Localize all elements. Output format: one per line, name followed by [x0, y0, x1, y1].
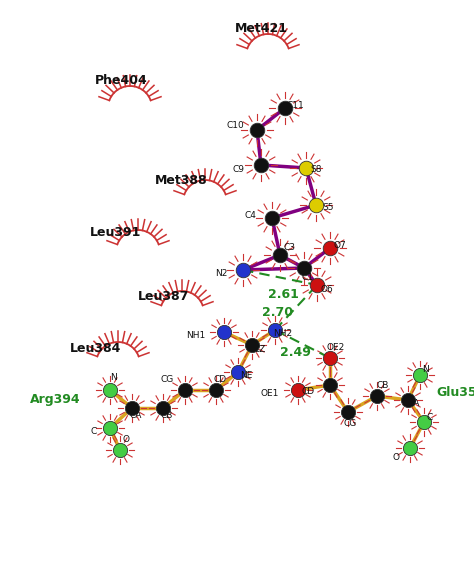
Text: NH2: NH2 — [273, 329, 292, 339]
Text: OE1: OE1 — [261, 389, 279, 399]
Point — [404, 395, 412, 405]
Point — [326, 353, 334, 363]
Text: CZ: CZ — [254, 345, 266, 353]
Point — [212, 385, 220, 395]
Point — [294, 385, 302, 395]
Point — [344, 408, 352, 417]
Point — [300, 264, 308, 273]
Text: CA: CA — [130, 412, 142, 420]
Text: NE: NE — [240, 371, 252, 381]
Point — [281, 103, 289, 113]
Text: CD: CD — [213, 375, 227, 385]
Text: Met421: Met421 — [235, 22, 288, 34]
Point — [253, 125, 261, 135]
Text: CA: CA — [408, 399, 420, 409]
Point — [116, 445, 124, 455]
Point — [234, 367, 242, 377]
Text: S5: S5 — [322, 202, 334, 212]
Point — [128, 403, 136, 413]
Point — [268, 213, 276, 223]
Text: O: O — [392, 454, 400, 462]
Text: C: C — [91, 427, 97, 437]
Point — [276, 250, 284, 259]
Point — [159, 403, 167, 413]
Text: CG: CG — [343, 420, 356, 429]
Text: OE2: OE2 — [327, 343, 345, 353]
Text: CG: CG — [160, 375, 173, 385]
Point — [406, 443, 414, 452]
Text: C: C — [427, 413, 433, 423]
Point — [373, 391, 381, 401]
Text: C11: C11 — [286, 101, 304, 111]
Point — [106, 385, 114, 395]
Text: C1: C1 — [302, 273, 314, 283]
Text: Glu353: Glu353 — [436, 385, 474, 399]
Text: Arg394: Arg394 — [30, 394, 81, 406]
Text: N2: N2 — [215, 269, 227, 279]
Point — [106, 423, 114, 433]
Point — [257, 160, 265, 170]
Text: 2.49: 2.49 — [280, 346, 311, 359]
Point — [312, 201, 320, 210]
Text: Met388: Met388 — [155, 174, 208, 187]
Point — [326, 243, 334, 252]
Text: 2.61: 2.61 — [268, 289, 299, 301]
Point — [313, 280, 321, 290]
Point — [326, 380, 334, 389]
Text: CD: CD — [301, 387, 315, 395]
Text: C9: C9 — [233, 164, 245, 174]
Text: Leu384: Leu384 — [70, 342, 121, 354]
Text: O7: O7 — [334, 241, 346, 251]
Text: 2.70: 2.70 — [262, 305, 293, 318]
Point — [420, 417, 428, 427]
Text: N: N — [110, 374, 118, 382]
Point — [271, 325, 279, 335]
Text: Leu391: Leu391 — [90, 226, 141, 238]
Point — [248, 340, 256, 350]
Text: C3: C3 — [284, 243, 296, 251]
Point — [220, 327, 228, 336]
Text: N: N — [423, 364, 429, 374]
Text: Phe404: Phe404 — [95, 73, 148, 86]
Text: NH1: NH1 — [186, 332, 206, 340]
Point — [239, 265, 247, 275]
Text: O6: O6 — [320, 285, 333, 293]
Text: C4: C4 — [244, 210, 256, 220]
Text: Leu387: Leu387 — [138, 290, 190, 303]
Point — [181, 385, 189, 395]
Text: C10: C10 — [226, 121, 244, 131]
Text: S8: S8 — [310, 166, 322, 174]
Text: CB: CB — [377, 381, 389, 391]
Text: O: O — [122, 436, 129, 444]
Point — [416, 370, 424, 380]
Point — [302, 163, 310, 173]
Text: CB: CB — [161, 412, 173, 420]
